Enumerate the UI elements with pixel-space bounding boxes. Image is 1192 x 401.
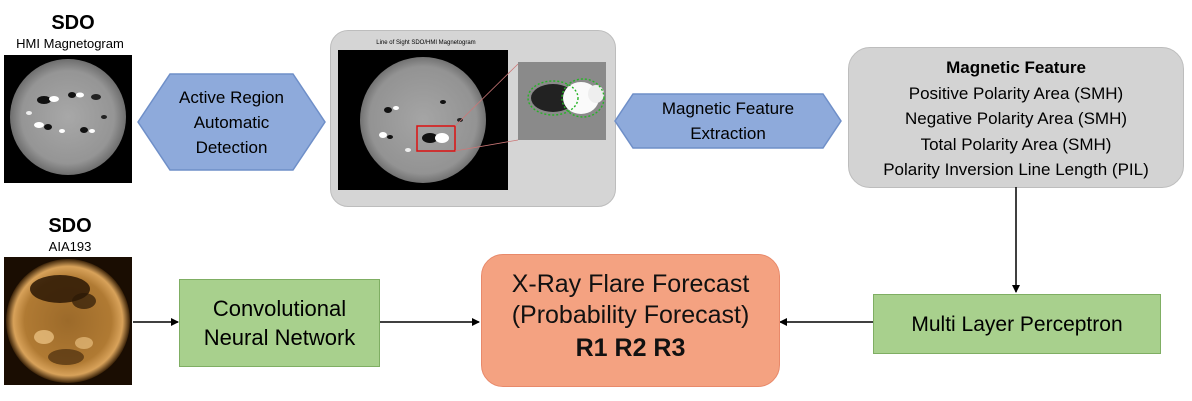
magnetic-feature-title: Magnetic Feature	[946, 58, 1086, 77]
cnn-line-1: Convolutional	[212, 296, 347, 321]
sdo-aia-subtitle: AIA193	[48, 239, 92, 254]
feature-item: Positive Polarity Area (SMH)	[908, 83, 1124, 103]
active-region-detection-arrow	[137, 73, 326, 171]
cnn-box: Convolutional Neural Network	[179, 279, 380, 367]
mlp-box: Multi Layer Perceptron	[873, 294, 1161, 354]
feature-extraction-line-1: Magnetic Feature	[661, 99, 795, 118]
active-region-line-3: Detection	[195, 137, 268, 157]
magnetogram-image-title: Line of Sight SDO/HMI Magnetogram	[376, 40, 476, 46]
mlp-label: Multi Layer Perceptron	[911, 312, 1123, 336]
active-region-line-2: Automatic	[193, 112, 270, 132]
aia193-image	[4, 257, 132, 385]
forecast-outputs: R1 R2 R3	[575, 334, 686, 362]
magnetic-feature-box: Magnetic Feature Positive Polarity Area …	[848, 47, 1184, 188]
sdo-aia-title: SDO	[48, 215, 92, 237]
feature-item: Total Polarity Area (SMH)	[920, 134, 1112, 154]
sdo-hmi-title: SDO	[51, 12, 95, 34]
forecast-box: X-Ray Flare Forecast (Probability Foreca…	[481, 254, 780, 387]
forecast-line-1: X-Ray Flare Forecast	[511, 270, 750, 298]
feature-extraction-arrow	[614, 93, 842, 149]
cnn-line-2: Neural Network	[203, 325, 356, 350]
feature-extraction-line-2: Extraction	[690, 124, 766, 143]
hmi-magnetogram-image	[4, 55, 132, 183]
feature-item: Negative Polarity Area (SMH)	[904, 109, 1128, 128]
magnetogram-detail-image	[338, 50, 606, 190]
forecast-line-2: (Probability Forecast)	[511, 301, 750, 329]
sdo-hmi-subtitle: HMI Magnetogram	[16, 36, 124, 51]
active-region-detection-label: Active Region Automatic Detection	[137, 73, 326, 171]
feature-item: Polarity Inversion Line Length (PIL)	[883, 160, 1149, 179]
active-region-line-1: Active Region	[179, 87, 284, 107]
feature-extraction-label: Magnetic Feature Extraction	[614, 93, 842, 149]
